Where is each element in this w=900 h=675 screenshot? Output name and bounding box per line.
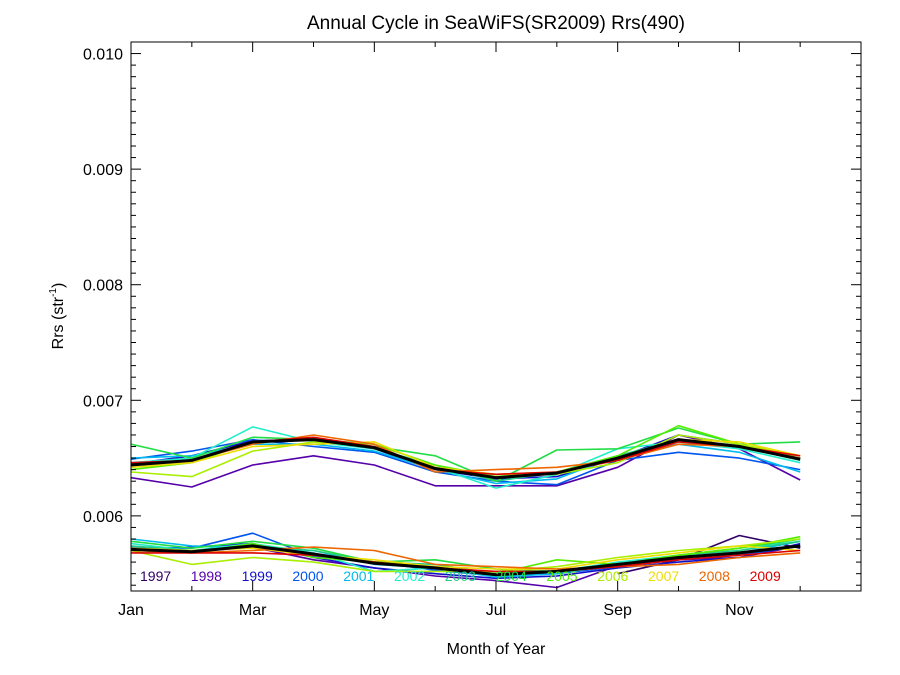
legend-label-2007: 2007	[648, 568, 679, 584]
y-axis-label-main: Rrs (str	[50, 296, 67, 349]
series-2009-low-line	[131, 549, 801, 573]
series-2002-line	[131, 426, 801, 489]
x-tick-label: Mar	[239, 602, 267, 619]
series-lines	[131, 424, 801, 589]
plot-area: 0.006 0.007 0.008 0.009 0.010 Jan Mar May Jul Sep…	[83, 41, 862, 619]
x-tick-label: Sep	[603, 602, 632, 619]
legend-label-1998: 1998	[191, 568, 222, 584]
y-tick-label: 0.007	[83, 393, 123, 410]
y-axis-label: Rrs (str-1)	[48, 283, 67, 350]
legend-label-1997: 1997	[140, 568, 171, 584]
y-tick-label: 0.008	[83, 278, 123, 295]
legend-label-2006: 2006	[597, 568, 628, 584]
series-2008-line	[131, 434, 801, 473]
legend-label-2003: 2003	[445, 568, 476, 584]
y-axis-label-superscript: -1	[48, 288, 59, 297]
x-axis-label: Month of Year	[447, 641, 546, 658]
x-tick-label: May	[359, 602, 389, 619]
legend-label-2000: 2000	[292, 568, 323, 584]
series-2004-line	[131, 427, 801, 482]
legend-label-2001: 2001	[343, 568, 374, 584]
mean-low-line	[131, 544, 801, 577]
legend-label-2009: 2009	[750, 568, 781, 584]
y-tick-label: 0.010	[83, 47, 123, 64]
plot-frame	[130, 41, 862, 592]
chart-title: Annual Cycle in SeaWiFS(SR2009) Rrs(490)	[307, 13, 685, 34]
legend-label-1999: 1999	[242, 568, 273, 584]
x-tick-label: Jan	[118, 602, 144, 619]
x-tick-label: Jul	[486, 602, 506, 619]
y-tick-label: 0.006	[83, 509, 123, 526]
series-2008-low-line	[131, 546, 801, 570]
legend-label-2004: 2004	[496, 568, 527, 584]
legend-label-2002: 2002	[394, 568, 425, 584]
legend-label-2008: 2008	[699, 568, 730, 584]
mean-line	[131, 438, 801, 480]
legend-label-2005: 2005	[546, 568, 577, 584]
y-axis-label-suffix: )	[50, 283, 67, 288]
series-2007-low-line	[131, 545, 801, 570]
x-tick-label: Nov	[725, 602, 753, 619]
y-tick-label: 0.009	[83, 162, 123, 179]
